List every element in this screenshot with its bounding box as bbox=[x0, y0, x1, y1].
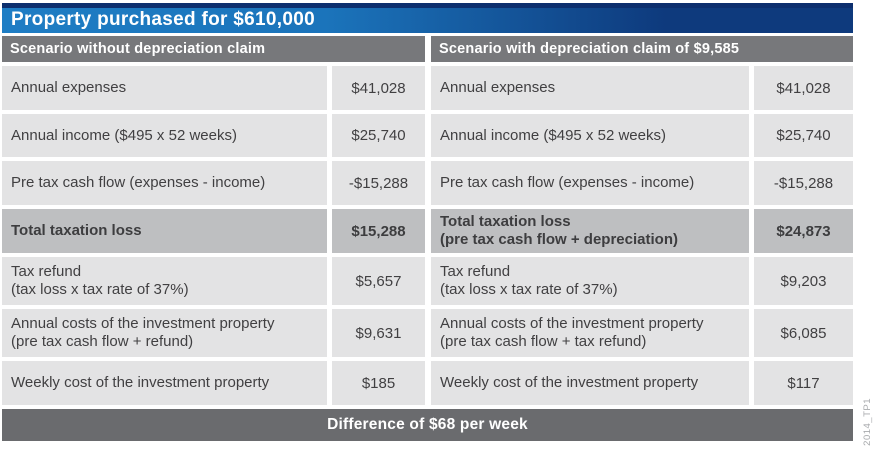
row-label: Total taxation loss bbox=[2, 209, 327, 253]
row-label-line2: (pre tax cash flow + refund) bbox=[11, 333, 194, 350]
row-value: $9,203 bbox=[754, 257, 853, 305]
scenario-header-right: Scenario with depreciation claim of $9,5… bbox=[431, 36, 853, 62]
row-label: Tax refund (tax loss x tax rate of 37%) bbox=[431, 257, 749, 305]
row-label-line1: Weekly cost of the investment property bbox=[440, 374, 699, 391]
row-label: Annual expenses bbox=[431, 66, 749, 110]
row-label: Weekly cost of the investment property bbox=[431, 361, 749, 405]
row-label: Annual income ($495 x 52 weeks) bbox=[431, 114, 749, 157]
row-label: Tax refund (tax loss x tax rate of 37%) bbox=[2, 257, 327, 305]
row-label: Annual costs of the investment property(… bbox=[2, 309, 327, 357]
difference-label: Difference of $68 per week bbox=[327, 416, 528, 433]
row-value: $5,657 bbox=[332, 257, 425, 305]
row-label-line2: (tax loss x tax rate of 37%) bbox=[440, 281, 618, 298]
row-label: Pre tax cash flow (expenses - income) bbox=[431, 161, 749, 205]
page-title: Property purchased for $610,000 bbox=[11, 9, 315, 30]
row-value: $15,288 bbox=[332, 209, 425, 253]
watermark-code: 2014_TP1 bbox=[862, 398, 873, 446]
row-label-line2: (tax loss x tax rate of 37%) bbox=[11, 281, 189, 298]
scenario-header-left-label: Scenario without depreciation claim bbox=[10, 41, 266, 57]
row-label-line1: Tax refund bbox=[11, 263, 82, 280]
row-value: $117 bbox=[754, 361, 853, 405]
row-label-line1: Pre tax cash flow (expenses - income) bbox=[11, 174, 266, 191]
row-label-line1: Annual expenses bbox=[11, 79, 127, 96]
scenario-without-depreciation: Scenario without depreciation claim Annu… bbox=[2, 36, 425, 405]
row-label: Weekly cost of the investment property bbox=[2, 361, 327, 405]
row-label-line1: Annual costs of the investment property bbox=[440, 315, 704, 332]
row-label: Annual income ($495 x 52 weeks) bbox=[2, 114, 327, 157]
scenario-grid-right: Annual expenses $41,028 Annual income ($49… bbox=[431, 66, 853, 405]
row-value: $9,631 bbox=[332, 309, 425, 357]
row-label: Annual costs of the investment property(… bbox=[431, 309, 749, 357]
row-label-line1: Annual expenses bbox=[440, 79, 556, 96]
row-value: $25,740 bbox=[754, 114, 853, 157]
scenario-with-depreciation: Scenario with depreciation claim of $9,5… bbox=[431, 36, 853, 405]
row-label-line1: Weekly cost of the investment property bbox=[11, 374, 270, 391]
comparison-table: Property purchased for $610,000 Scenario… bbox=[2, 3, 853, 441]
row-label-line1: Annual income ($495 x 52 weeks) bbox=[440, 126, 666, 144]
row-label-line1: Annual costs of the investment property bbox=[11, 315, 275, 332]
row-value: $41,028 bbox=[332, 66, 425, 110]
scenario-header-right-label: Scenario with depreciation claim of $9,5… bbox=[439, 41, 740, 57]
title-bar: Property purchased for $610,000 bbox=[2, 3, 853, 33]
row-label: Pre tax cash flow (expenses - income) bbox=[2, 161, 327, 205]
row-value: $25,740 bbox=[332, 114, 425, 157]
row-label-line2: (pre tax cash flow + tax refund) bbox=[440, 333, 647, 350]
row-label-line1: Tax refund bbox=[440, 263, 511, 280]
difference-footer: Difference of $68 per week bbox=[2, 409, 853, 441]
row-value: -$15,288 bbox=[754, 161, 853, 205]
row-value: $24,873 bbox=[754, 209, 853, 253]
row-label-line1: Annual income ($495 x 52 weeks) bbox=[11, 126, 237, 144]
row-label: Annual expenses bbox=[2, 66, 327, 110]
row-label: Total taxation loss (pre tax cash flow + … bbox=[431, 209, 749, 253]
row-label-line1: Total taxation loss bbox=[440, 213, 571, 230]
row-label-line1: Pre tax cash flow (expenses - income) bbox=[440, 174, 695, 191]
scenario-grid-left: Annual expenses $41,028 Annual income ($49… bbox=[2, 66, 425, 405]
row-value: -$15,288 bbox=[332, 161, 425, 205]
scenario-header-left: Scenario without depreciation claim bbox=[2, 36, 425, 62]
row-value: $6,085 bbox=[754, 309, 853, 357]
scenario-columns: Scenario without depreciation claim Annu… bbox=[2, 36, 853, 405]
row-value: $41,028 bbox=[754, 66, 853, 110]
row-label-line2: (pre tax cash flow + depreciation) bbox=[440, 231, 678, 248]
row-value: $185 bbox=[332, 361, 425, 405]
row-label-line1: Total taxation loss bbox=[11, 222, 142, 239]
